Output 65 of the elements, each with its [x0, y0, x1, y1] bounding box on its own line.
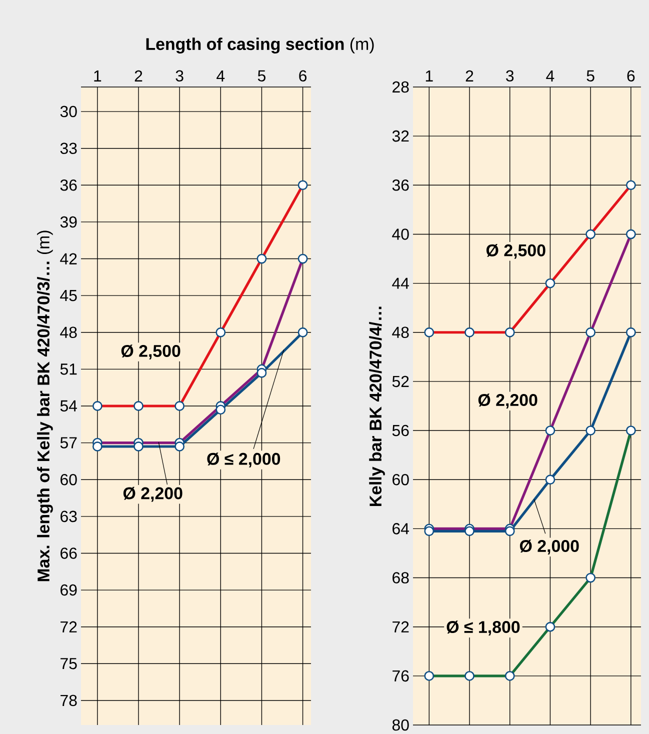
series-label: Ø 2,000: [520, 540, 579, 554]
y-tick-label: 45: [60, 290, 77, 302]
series-label: Ø 2,500: [486, 244, 546, 259]
y-tick-label: 42: [60, 253, 77, 264]
series-label: Ø 2,200: [478, 394, 538, 408]
y-tick-label: 33: [60, 142, 77, 154]
y-tick-label: 68: [392, 572, 409, 584]
point: [424, 526, 434, 536]
y-tick-label: 28: [392, 81, 409, 93]
y-tick-label: 72: [60, 621, 77, 632]
x-tick-label: 2: [134, 70, 142, 82]
x-tick-label: 3: [176, 70, 184, 82]
y-tick-label: 39: [60, 216, 77, 228]
y-tick-label: 52: [392, 376, 409, 388]
point: [256, 368, 267, 378]
y-axis-title: Max. length of Kelly bar BK 420/470/3/… (m): [37, 230, 53, 582]
y-tick-label: 36: [392, 180, 409, 191]
x-tick-label: 4: [216, 70, 225, 82]
point: [464, 526, 474, 536]
series-label: Ø ≤ 2,000: [207, 452, 280, 468]
y-tick-label: 32: [392, 130, 409, 142]
series-label: Ø ≤ 1,800: [446, 620, 520, 636]
y-tick-label: 66: [60, 548, 77, 559]
y-tick-label: 72: [392, 621, 409, 632]
point: [504, 526, 515, 536]
y-tick-label: 30: [60, 106, 77, 118]
y-tick-label: 63: [60, 510, 77, 522]
point: [626, 327, 636, 338]
x-tick-label: 5: [586, 70, 594, 82]
x-tick-label: 4: [546, 70, 554, 82]
x-tick-label: 5: [258, 70, 266, 82]
y-tick-label: 54: [60, 400, 78, 412]
y-axis-title: Kelly bar BK 420/470/4/…: [369, 306, 385, 506]
point: [134, 442, 144, 452]
point: [586, 426, 596, 436]
point: [174, 442, 185, 452]
y-tick-label: 60: [392, 474, 409, 486]
x-tick-label: 3: [506, 70, 514, 82]
y-tick-label: 78: [60, 694, 77, 706]
point: [545, 474, 556, 485]
y-tick-label: 44: [392, 278, 410, 289]
y-tick-label: 51: [60, 364, 77, 375]
y-tick-label: 60: [60, 474, 77, 486]
y-tick-label: 80: [392, 719, 409, 731]
point: [216, 404, 226, 415]
point: [298, 327, 308, 338]
y-tick-label: 40: [392, 228, 409, 240]
x-tick-label: 6: [299, 70, 307, 82]
y-tick-label: 36: [60, 180, 77, 191]
y-tick-label: 64: [392, 523, 410, 534]
point: [92, 442, 102, 452]
x-tick-label: 1: [426, 70, 433, 82]
y-tick-label: 56: [392, 424, 409, 436]
y-tick-label: 69: [60, 584, 77, 596]
y-tick-label: 76: [392, 670, 409, 682]
x-tick-label: 6: [627, 70, 635, 82]
x-tick-label: 1: [94, 70, 102, 82]
y-tick-label: 48: [60, 326, 77, 338]
text: Ø 2,200: [123, 486, 182, 502]
y-tick-label: 75: [60, 658, 77, 670]
y-tick-label: 57: [60, 437, 77, 448]
y-tick-label: 48: [392, 326, 409, 338]
x-tick-label: 2: [466, 70, 474, 82]
series-label: Ø 2,500: [121, 344, 180, 360]
chart-title: Length of casing section (m): [146, 38, 374, 54]
